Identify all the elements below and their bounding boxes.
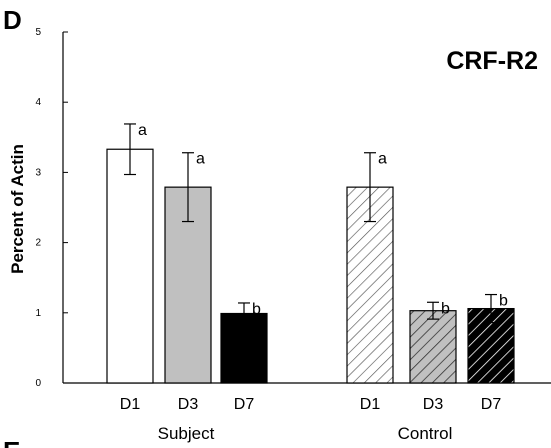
significance-label: b bbox=[441, 300, 450, 317]
group-label-subject: Subject bbox=[158, 424, 215, 443]
plot-area: 0 1 2 3 4 5 a D1 a D3 b D7 a D1 b D3 b D7 Subject Control bbox=[35, 27, 551, 443]
group-label-control: Control bbox=[398, 424, 453, 443]
y-tick-label: 4 bbox=[35, 97, 41, 108]
y-axis-label: Percent of Actin bbox=[8, 144, 27, 274]
y-tick-label: 5 bbox=[35, 27, 41, 38]
y-tick-label: 1 bbox=[35, 308, 41, 319]
x-tick-label: D1 bbox=[360, 396, 381, 413]
bar-subject-d7 bbox=[220, 312, 268, 384]
x-tick-label: D7 bbox=[234, 396, 255, 413]
significance-label: a bbox=[378, 151, 387, 168]
bar-subject-d1 bbox=[106, 148, 154, 384]
y-tick-label: 3 bbox=[35, 167, 41, 178]
y-tick-label: 2 bbox=[35, 238, 41, 249]
x-tick-label: D3 bbox=[178, 396, 199, 413]
significance-label: b bbox=[499, 293, 508, 310]
significance-label: a bbox=[138, 122, 147, 139]
x-tick-label: D3 bbox=[423, 396, 444, 413]
x-tick-label: D7 bbox=[481, 396, 502, 413]
next-panel-letter: E bbox=[3, 436, 20, 448]
y-tick-label: 0 bbox=[35, 378, 41, 389]
panel-letter: D bbox=[3, 5, 22, 35]
bar-control-d3 bbox=[409, 310, 457, 384]
chart-title: CRF-R2 bbox=[446, 47, 538, 75]
x-tick-label: D1 bbox=[120, 396, 141, 413]
significance-label: a bbox=[196, 151, 205, 168]
significance-label: b bbox=[252, 301, 261, 318]
